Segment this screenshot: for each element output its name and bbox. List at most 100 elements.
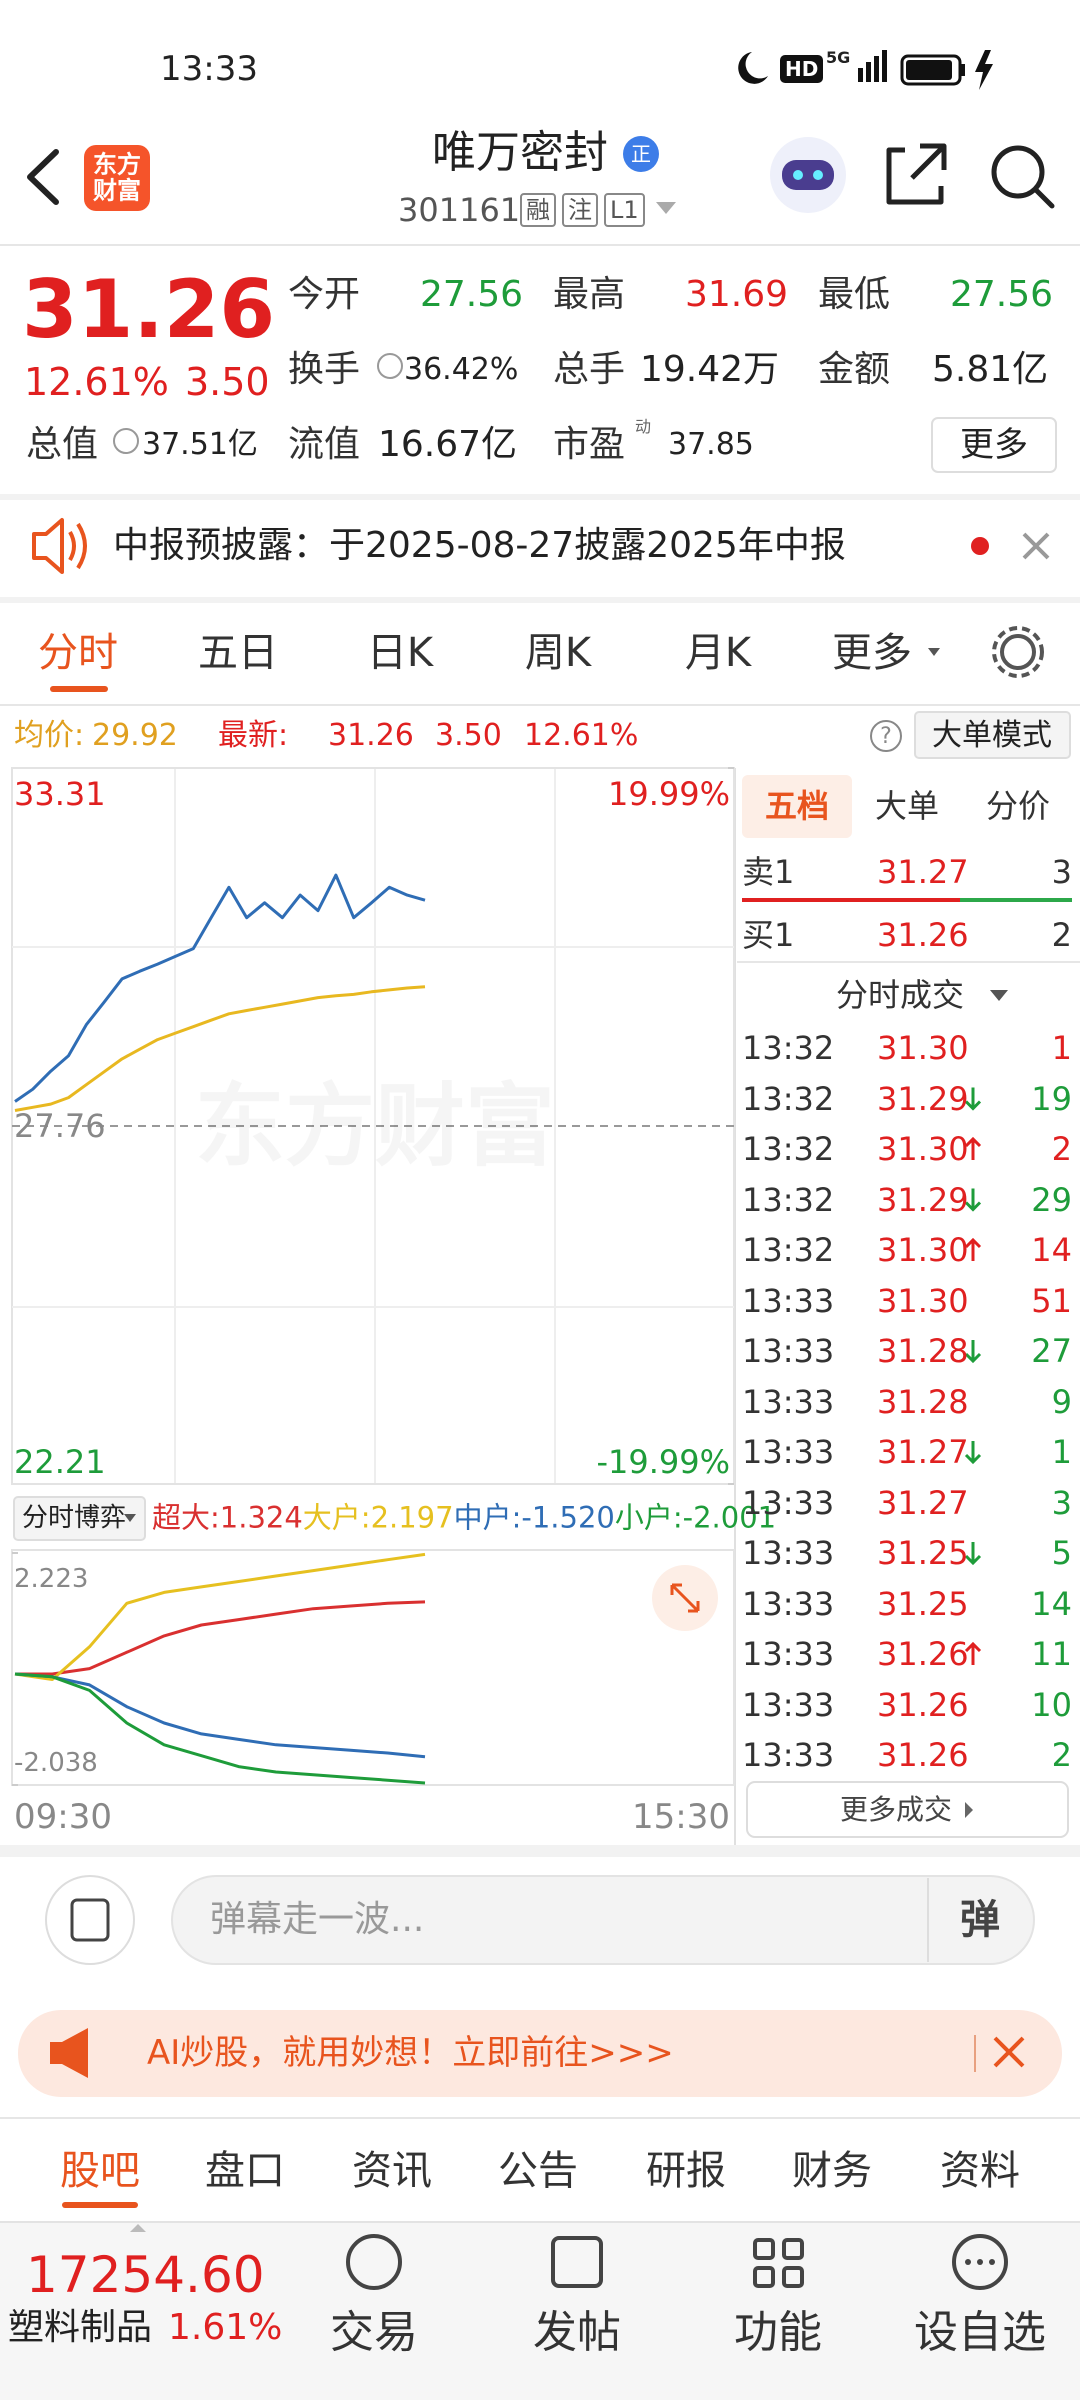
news-tab[interactable]: 研报 bbox=[646, 2148, 726, 2194]
tab[interactable]: 五日 bbox=[198, 630, 278, 676]
trade-price: 31.30 bbox=[877, 1281, 969, 1320]
close-button[interactable] bbox=[993, 2036, 1025, 2068]
banner-text[interactable]: AI炒股，就用妙想！立即前往>>> bbox=[147, 2033, 674, 2073]
arrow-down bbox=[964, 1087, 982, 1111]
dropdown-arrow bbox=[124, 1514, 136, 1522]
trade-vol: 51 bbox=[1031, 1281, 1072, 1320]
battery-level bbox=[906, 60, 952, 80]
trade-time: 13:33 bbox=[742, 1584, 835, 1623]
search-button[interactable] bbox=[991, 145, 1045, 199]
ad-banner[interactable] bbox=[18, 2010, 1062, 2097]
danmaku-button[interactable]: 弹 bbox=[960, 1897, 1000, 1943]
separator bbox=[0, 1845, 1080, 1857]
order-label: 买1 bbox=[742, 916, 795, 954]
tab[interactable]: 周K bbox=[524, 630, 592, 676]
trade-vol: 3 bbox=[1051, 1483, 1072, 1522]
tab[interactable]: 月K bbox=[684, 630, 752, 676]
stat-value: 27.56 bbox=[420, 274, 524, 315]
info-icon[interactable] bbox=[377, 353, 403, 379]
trade-vol: 2 bbox=[1051, 1736, 1072, 1774]
nav-icon bbox=[551, 2236, 603, 2288]
more-trades[interactable]: 更多成交 bbox=[839, 1793, 953, 1826]
tab[interactable]: 分时 bbox=[38, 630, 118, 676]
comment-placeholder[interactable]: 弹幕走一波... bbox=[210, 1899, 425, 1940]
avg-value: 29.92 bbox=[92, 718, 178, 753]
flow-select[interactable] bbox=[13, 1496, 146, 1541]
trade-time: 13:33 bbox=[742, 1736, 835, 1774]
nav-item[interactable]: 设自选 bbox=[914, 2307, 1046, 2358]
expand-arrow bbox=[130, 2224, 146, 2232]
back-button[interactable] bbox=[27, 149, 59, 205]
help-icon[interactable] bbox=[870, 720, 902, 752]
stat-label: 流值 bbox=[288, 424, 361, 465]
help[interactable]: ? bbox=[880, 724, 892, 749]
legend-entry: 中户:-1.520 bbox=[453, 1500, 615, 1535]
comment-input[interactable] bbox=[171, 1875, 1035, 1965]
arrow-up bbox=[964, 1237, 982, 1261]
news-tab[interactable]: 盘口 bbox=[205, 2148, 285, 2194]
status-net: 5G bbox=[826, 48, 851, 67]
latest-value: 31.26 bbox=[328, 718, 414, 753]
y-tick-label: -2.038 bbox=[14, 1748, 98, 1778]
stat-value: 31.69 bbox=[685, 274, 789, 315]
separator bbox=[0, 494, 1080, 500]
trade-vol: 11 bbox=[1031, 1635, 1072, 1673]
robot-eye bbox=[793, 170, 803, 180]
settings-button[interactable] bbox=[1000, 634, 1036, 670]
news-tab[interactable]: 财务 bbox=[792, 2148, 872, 2194]
trade-price: 31.27 bbox=[877, 1433, 969, 1471]
close-button[interactable] bbox=[1022, 532, 1050, 560]
panel-tab[interactable]: 大单 bbox=[874, 787, 940, 825]
nav-item[interactable]: 功能 bbox=[734, 2307, 822, 2358]
y-tick-label: 27.76 bbox=[14, 1107, 106, 1145]
trade-price: 31.30 bbox=[877, 1130, 969, 1168]
dropdown-arrow bbox=[990, 990, 1008, 1001]
share-button[interactable] bbox=[886, 143, 947, 205]
panel-tab[interactable]: 分价 bbox=[985, 787, 1051, 825]
nav-item[interactable]: 交易 bbox=[330, 2307, 418, 2358]
index-value[interactable]: 17254.60 bbox=[26, 2246, 265, 2304]
stat-label: 今开 bbox=[288, 274, 361, 315]
robot-face bbox=[782, 160, 834, 190]
stat-value: 37.51亿 bbox=[142, 427, 258, 462]
index-name[interactable]: 塑料制品 bbox=[8, 2307, 153, 2348]
trade-time: 13:33 bbox=[742, 1685, 835, 1724]
tag: 融 bbox=[520, 193, 556, 227]
flow-title[interactable]: 分时博弈 bbox=[22, 1503, 127, 1533]
nav-icon-dots bbox=[965, 2259, 995, 2265]
flow-legend: 超大:1.324 大户:2.197 中户:-1.520 小户:-2.001 bbox=[152, 1500, 776, 1535]
mode[interactable]: 大单模式 bbox=[932, 718, 1052, 753]
news-tab[interactable]: 资料 bbox=[940, 2148, 1020, 2194]
logo[interactable]: 东方财富 bbox=[93, 150, 141, 205]
news-tab[interactable]: 公告 bbox=[498, 2148, 578, 2194]
news-tab[interactable]: 资讯 bbox=[352, 2148, 432, 2194]
notice[interactable]: 中报预披露：于2025-08-27披露2025年中报 bbox=[113, 525, 846, 566]
mode-button[interactable] bbox=[914, 711, 1071, 759]
trade-price: 31.26 bbox=[877, 1635, 969, 1673]
trades-title[interactable]: 分时成交 bbox=[835, 976, 965, 1014]
y-tick-label: 22.21 bbox=[14, 1443, 106, 1481]
status-time: 13:33 bbox=[160, 49, 258, 89]
comment-icon-button[interactable] bbox=[45, 1875, 135, 1965]
trade-price: 31.27 bbox=[877, 1483, 969, 1522]
arrow-down bbox=[964, 1542, 982, 1566]
index-pct[interactable]: 1.61% bbox=[168, 2307, 283, 2348]
info-icon[interactable] bbox=[113, 428, 139, 454]
trade-time: 13:33 bbox=[742, 1281, 835, 1320]
more-button[interactable] bbox=[931, 417, 1057, 473]
tab[interactable]: 日K bbox=[366, 630, 434, 676]
news-tab[interactable]: 股吧 bbox=[60, 2148, 140, 2194]
order-vol: 2 bbox=[1051, 916, 1072, 954]
trade-vol: 1 bbox=[1051, 1433, 1072, 1471]
order-label: 卖1 bbox=[742, 853, 795, 891]
series-line bbox=[14, 985, 426, 1112]
panel-tab[interactable]: 五档 bbox=[764, 787, 830, 825]
trade-time: 13:32 bbox=[742, 1180, 835, 1219]
more-label[interactable]: 更多 bbox=[960, 425, 1028, 465]
tab[interactable]: 更多 bbox=[832, 630, 912, 676]
expand-icon bbox=[670, 1583, 700, 1613]
trade-price: 31.26 bbox=[877, 1736, 969, 1774]
nav-item[interactable]: 发帖 bbox=[533, 2307, 621, 2358]
trade-price: 31.26 bbox=[877, 1685, 969, 1724]
more-trades-button[interactable] bbox=[746, 1781, 1069, 1838]
